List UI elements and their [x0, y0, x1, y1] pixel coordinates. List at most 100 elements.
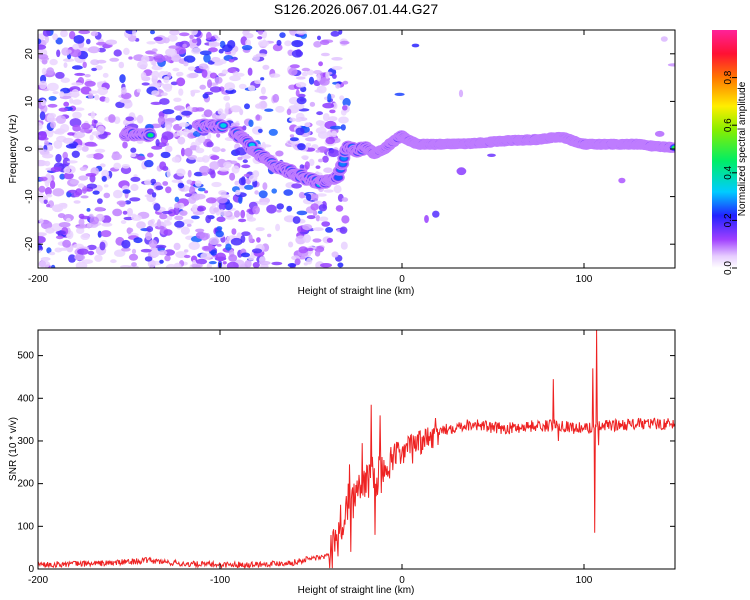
- spectrogram-noise-blob: [191, 204, 199, 213]
- spectrogram-noise-blob: [46, 128, 54, 138]
- spectrogram-noise-blob: [136, 88, 141, 93]
- spectrogram-noise-blob: [126, 207, 133, 217]
- spectrogram-noise-blob: [55, 71, 65, 79]
- spectrogram-noise-blob: [262, 182, 268, 191]
- spectrogram-noise-blob: [97, 81, 104, 86]
- spectrogram-noise-blob: [38, 243, 43, 251]
- spectrogram-noise-blob: [60, 123, 70, 133]
- spectrogram-noise-blob: [276, 39, 282, 46]
- spectrogram-noise-blob: [315, 165, 321, 169]
- spectrogram-noise-blob: [272, 43, 283, 52]
- spectrogram-noise-blob: [50, 166, 62, 173]
- spectrogram-noise-blob: [87, 93, 94, 99]
- spectrogram-noise-blob: [52, 188, 65, 197]
- spectrogram-noise-blob: [125, 116, 134, 122]
- spectrogram-noise-blob: [320, 52, 330, 57]
- spectrogram-noise-blob: [120, 220, 127, 224]
- spectrogram-noise-blob: [331, 130, 338, 137]
- spectrogram-noise-blob: [150, 249, 160, 258]
- spectrogram-noise-blob: [168, 45, 180, 49]
- spectrogram-noise-blob: [211, 57, 221, 63]
- spectrogram-noise-blob: [195, 228, 205, 233]
- spectrogram-noise-blob: [112, 208, 123, 217]
- spectrogram-noise-blob: [89, 134, 94, 141]
- spectrogram-noise-blob: [190, 255, 198, 263]
- spectrogram-noise-blob: [266, 204, 277, 214]
- spectrogram-noise-blob: [245, 39, 252, 47]
- spectrogram-noise-blob: [166, 168, 171, 178]
- spectrogram-noise-blob: [269, 73, 281, 78]
- spectrogram-noise-blob: [257, 128, 263, 133]
- snr-y-tick-label: 500: [17, 351, 34, 362]
- spectrogram-noise-blob: [187, 66, 196, 71]
- spectrogram-noise-blob: [46, 144, 54, 152]
- spectrogram-noise-blob: [204, 190, 209, 194]
- spectrogram-noise-blob: [150, 30, 155, 35]
- spectrogram-noise-blob: [144, 159, 154, 168]
- spectrogram-noise-blob: [188, 241, 200, 250]
- spectrogram-noise-blob: [80, 233, 90, 240]
- spectrogram-noise-blob: [111, 153, 122, 161]
- spectrogram-noise-blob: [287, 49, 293, 56]
- spectrogram-noise-blob: [291, 40, 304, 48]
- spectrogram-noise-blob: [101, 175, 107, 182]
- spectrogram-noise-blob: [195, 107, 205, 112]
- spectrogram-noise-blob: [312, 238, 322, 243]
- spectrogram-noise-blob: [97, 198, 103, 205]
- spectrogram-ridge-blob: [336, 176, 340, 179]
- spectrogram-noise-blob: [308, 158, 315, 166]
- spectrogram-ridge-blob: [149, 134, 152, 137]
- spectrogram-noise-blob: [206, 141, 214, 148]
- spectrogram-noise-blob: [95, 65, 103, 71]
- spectrogram-noise-blob: [68, 254, 76, 263]
- spectrogram-noise-blob: [214, 76, 223, 84]
- spectrogram-noise-blob: [174, 215, 184, 221]
- spectrogram-noise-blob: [38, 122, 43, 131]
- spectrogram-noise-blob: [71, 82, 83, 86]
- spectrogram-noise-blob: [297, 143, 306, 151]
- spectrogram-noise-blob: [127, 227, 134, 233]
- spectrogram-noise-blob: [183, 61, 189, 67]
- snr-y-tick-label: 200: [17, 479, 34, 490]
- spectrogram-noise-blob: [315, 215, 321, 222]
- spectrogram-noise-blob: [91, 131, 101, 136]
- spectrogram-noise-blob: [40, 99, 47, 106]
- spectrogram-noise-blob: [163, 221, 172, 226]
- spectrogram-noise-blob: [231, 228, 237, 235]
- spectrogram-noise-blob: [182, 219, 194, 225]
- snr-y-tick-label: 100: [17, 521, 34, 532]
- spectrogram-noise-blob: [147, 152, 154, 158]
- spectrogram-noise-blob: [206, 31, 212, 41]
- spectrogram-noise-blob: [44, 187, 52, 196]
- snr-x-tick-label: -100: [210, 575, 230, 586]
- colorbar: [712, 30, 737, 268]
- spectrogram-noise-blob: [229, 172, 236, 181]
- spectrogram-noise-blob: [151, 192, 157, 198]
- spectrogram-noise-blob: [230, 237, 243, 246]
- spectrogram-noise-blob: [316, 111, 323, 116]
- spectrogram-noise-blob: [310, 203, 319, 211]
- spectrogram-x-tick-label: 0: [399, 274, 405, 285]
- spectrogram-noise-blob: [322, 102, 335, 109]
- spectrogram-noise-blob: [233, 210, 241, 218]
- spectrogram-noise-blob: [116, 200, 127, 206]
- spectrogram-noise-blob: [146, 41, 156, 45]
- spectrogram-noise-blob: [173, 242, 181, 251]
- spectrogram-ridge-blob: [342, 157, 346, 160]
- spectrogram-noise-blob: [66, 49, 72, 54]
- spectrogram-noise-blob: [182, 43, 187, 48]
- spectrogram-noise-blob: [235, 189, 241, 196]
- spectrogram-noise-blob: [46, 193, 53, 198]
- spectrogram-noise-blob: [40, 132, 48, 140]
- spectrogram-noise-blob: [38, 145, 44, 152]
- spectrogram-noise-blob: [49, 58, 58, 66]
- spectrogram-noise-blob: [40, 257, 51, 261]
- spectrogram-noise-blob: [224, 82, 236, 91]
- spectrogram-noise-blob: [73, 107, 85, 111]
- spectrogram-noise-blob: [81, 145, 89, 152]
- spectrogram-noise-blob: [174, 46, 187, 55]
- spectrogram-noise-blob: [317, 131, 330, 139]
- spectrogram-noise-blob: [63, 62, 68, 68]
- spectrogram-noise-blob: [60, 202, 68, 209]
